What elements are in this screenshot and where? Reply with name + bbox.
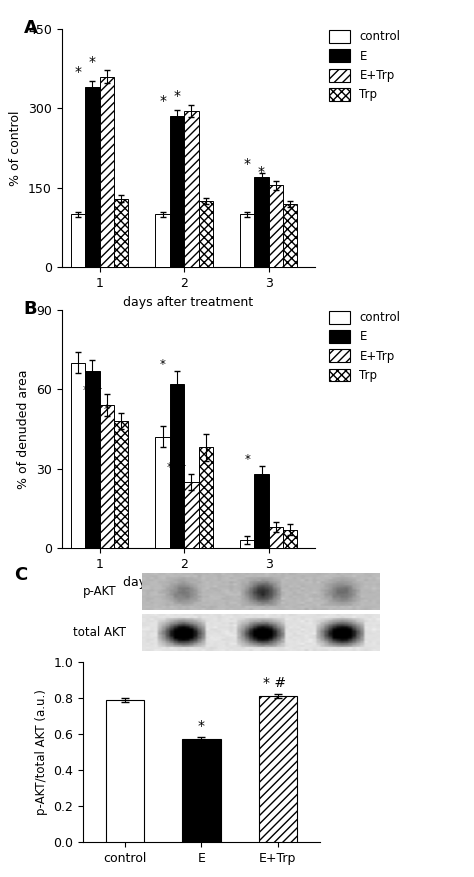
Bar [269,185,283,267]
Bar [240,540,255,548]
X-axis label: days after treatment: days after treatment [123,576,254,589]
Bar [114,421,128,548]
Text: *: * [104,403,110,416]
Bar [170,384,184,548]
Text: p-AKT: p-AKT [83,585,117,597]
Bar [184,481,199,548]
Y-axis label: % of control: % of control [9,111,22,186]
Bar [255,177,269,267]
Text: A: A [24,19,37,38]
Text: *: * [74,65,82,79]
Bar [106,700,144,842]
Legend: control, E, E+Trp, Trp: control, E, E+Trp, Trp [329,310,401,382]
Text: * #: * # [167,461,187,474]
Bar [155,215,170,267]
Text: *: * [173,89,181,103]
Bar [114,198,128,267]
Bar [269,527,283,548]
Y-axis label: % of denuded area: % of denuded area [18,369,30,488]
Bar [100,76,114,267]
X-axis label: days after treatment: days after treatment [123,296,254,309]
Text: *: * [198,719,205,733]
Bar [199,447,213,548]
Bar [199,201,213,267]
Bar [155,437,170,548]
Bar [283,530,298,548]
Text: * #: * # [83,384,102,397]
Text: *: * [244,453,250,466]
Text: *: * [244,157,251,171]
Text: *: * [159,95,166,109]
Bar [85,87,100,267]
Bar [240,215,255,267]
Bar [100,405,114,548]
Text: B: B [24,300,37,318]
Y-axis label: p-AKT/total AKT (a.u.): p-AKT/total AKT (a.u.) [35,689,48,815]
Text: * #: * # [263,676,286,690]
Bar [283,203,298,267]
Text: *: * [160,358,165,371]
Bar [255,474,269,548]
Text: *: * [89,54,96,68]
Bar [71,215,85,267]
Bar [170,117,184,267]
Text: C: C [14,566,27,584]
Bar [184,111,199,267]
Legend: control, E, E+Trp, Trp: control, E, E+Trp, Trp [329,30,401,102]
Text: *: * [258,165,265,179]
Bar [85,371,100,548]
Bar [259,696,297,842]
Text: total AKT: total AKT [73,626,127,638]
Bar [182,739,220,842]
Bar [71,362,85,548]
